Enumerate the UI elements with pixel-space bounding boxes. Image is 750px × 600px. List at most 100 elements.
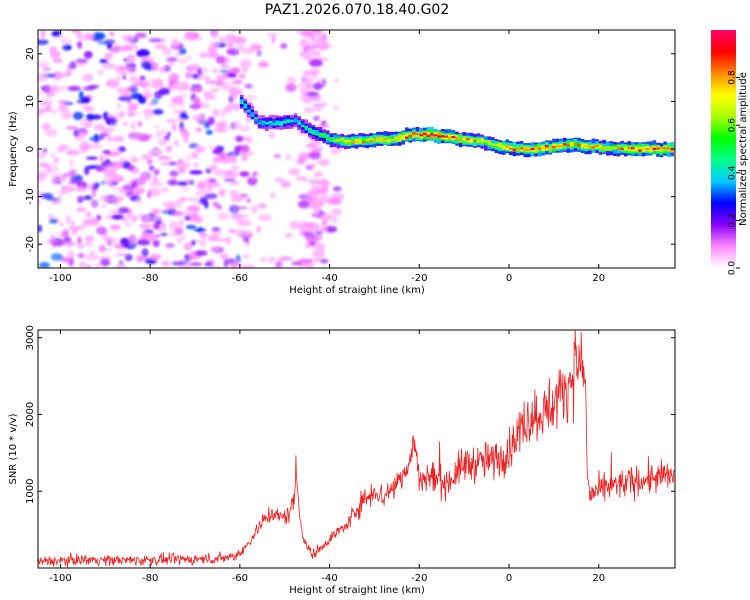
noise-blob (77, 131, 89, 136)
ridge-segment (483, 140, 488, 146)
noise-blob (132, 110, 139, 115)
noise-blob (269, 131, 275, 139)
noise-blob (72, 111, 84, 121)
y-tick-label: 1000 (25, 478, 36, 503)
ridge-segment (415, 132, 420, 135)
ridge-segment (613, 146, 617, 150)
noise-blob (152, 239, 160, 248)
noise-blob (141, 56, 152, 60)
noise-blob (78, 261, 87, 268)
noise-blob (132, 157, 138, 164)
noise-blob (286, 77, 296, 84)
x-tick-label: -100 (49, 273, 72, 284)
noise-blob (280, 43, 288, 49)
noise-blob (107, 43, 113, 48)
noise-blob (85, 156, 98, 160)
ridge-segment (666, 147, 671, 150)
noise-blob (77, 195, 84, 204)
x-tick-label: -20 (411, 273, 427, 284)
noise-blob (81, 96, 91, 104)
noise-blob (102, 63, 117, 70)
noise-blob (231, 166, 240, 170)
noise-blob (334, 78, 339, 82)
noise-blob (235, 135, 244, 142)
spectrogram-y-ticks: -20 -10 0 10 20 (25, 47, 675, 252)
noise-blob (137, 121, 143, 127)
noise-blob (152, 222, 160, 230)
noise-blob (299, 38, 310, 48)
ridge-segment (598, 145, 603, 148)
noise-blob (185, 55, 192, 60)
noise-blob (162, 47, 172, 56)
noise-blob (301, 95, 314, 103)
noise-blob (307, 197, 317, 201)
noise-blob (204, 262, 214, 267)
ridge-segment (534, 146, 538, 149)
noise-blob (110, 174, 125, 183)
noise-blob (219, 69, 232, 73)
noise-blob (187, 205, 201, 212)
ridge-segment (397, 135, 402, 138)
noise-blob (69, 169, 74, 178)
ridge-segment (387, 139, 391, 143)
y-tick-label: 3000 (25, 325, 36, 350)
noise-blob (216, 204, 222, 210)
noise-blob (183, 134, 190, 144)
ridge-segment (430, 133, 434, 136)
noise-blob (315, 32, 328, 39)
noise-blob (314, 209, 320, 213)
noise-blob (154, 43, 167, 50)
noise-blob (291, 261, 302, 266)
ridge-segment (577, 144, 581, 147)
noise-blob (139, 75, 146, 81)
noise-blob (211, 226, 221, 232)
noise-blob (49, 85, 59, 92)
ridge-segment (663, 147, 667, 150)
noise-blob (285, 83, 297, 93)
ridge-segment (358, 138, 362, 141)
noise-blob (191, 114, 203, 120)
ridge-segment (570, 142, 574, 145)
noise-blob (123, 35, 131, 41)
noise-blob (107, 151, 120, 157)
noise-blob (229, 180, 240, 186)
noise-blob (100, 180, 106, 185)
y-tick-label: 2000 (25, 402, 36, 427)
ridge-segment (239, 101, 244, 104)
noise-blob (150, 83, 165, 89)
ridge-segment (480, 138, 484, 144)
noise-blob (284, 232, 293, 238)
noise-blob (56, 73, 71, 77)
ridge-segment (290, 119, 294, 125)
noise-blob (173, 109, 182, 115)
ridge-segment (243, 103, 248, 106)
noise-blob (298, 193, 311, 200)
ridge-segment (426, 134, 431, 137)
ridge-segment (340, 138, 344, 141)
noise-blob (179, 128, 187, 132)
noise-blob (309, 67, 321, 75)
ridge-segment (300, 122, 305, 128)
ridge-segment (595, 144, 599, 147)
noise-blob (153, 168, 160, 176)
noise-blob (131, 215, 138, 222)
noise-blob (59, 222, 64, 227)
noise-blob (223, 178, 236, 182)
noise-blob (271, 34, 276, 44)
ridge-segment (376, 136, 380, 139)
noise-blob (321, 192, 328, 200)
ridge-segment (562, 143, 567, 146)
noise-blob (159, 157, 174, 161)
noise-blob (215, 169, 225, 177)
ridge-segment (519, 147, 524, 150)
noise-blob (217, 36, 223, 40)
ridge-segment (279, 122, 283, 125)
noise-blob (77, 40, 83, 49)
noise-blob (232, 36, 245, 44)
noise-blob (81, 104, 90, 110)
noise-blob (242, 253, 250, 259)
ridge-segment (390, 135, 395, 141)
ridge-segment (257, 121, 262, 125)
noise-blob (103, 174, 113, 184)
noise-blob (114, 253, 129, 257)
